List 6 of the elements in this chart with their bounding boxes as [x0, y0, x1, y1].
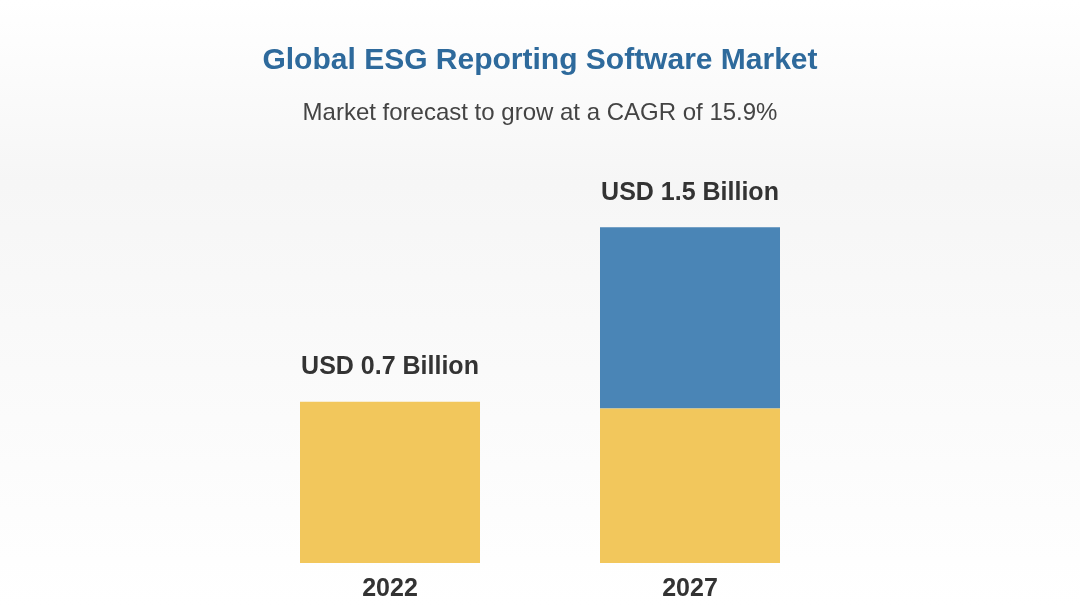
x-tick-label: 2027 [662, 572, 718, 601]
total-label: USD 0.7 Billion [301, 351, 479, 380]
chart-title: Global ESG Reporting Software Market [261, 42, 819, 76]
total-label: USD 1.5 Billion [601, 176, 779, 205]
x-tick-label: 2022 [362, 572, 418, 601]
chart-subtitle: Market forecast to grow at a CAGR of 15.9% [301, 98, 779, 126]
